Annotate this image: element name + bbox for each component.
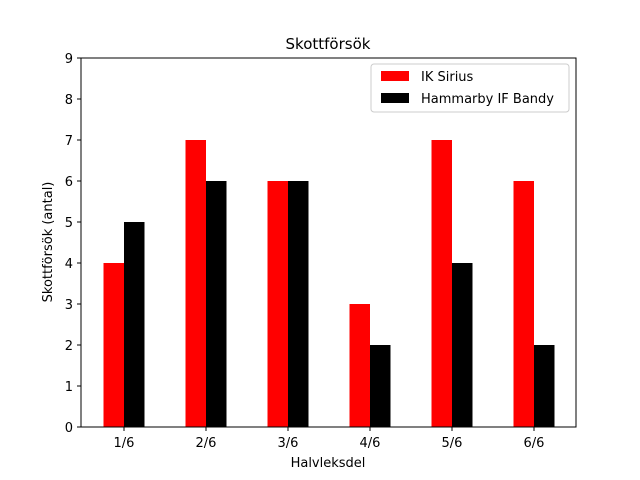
y-tick-label: 2: [65, 339, 73, 354]
y-tick-label: 6: [65, 175, 73, 190]
y-tick-label: 4: [65, 257, 73, 272]
legend-label: IK Sirius: [421, 70, 474, 85]
y-tick-label: 7: [65, 134, 73, 149]
plot-frame: [80, 57, 577, 428]
bar-series1-2: [185, 140, 206, 427]
x-tick-label: 2/6: [196, 436, 217, 451]
bar-series2-4: [370, 345, 391, 427]
bar-series1-1: [103, 263, 124, 427]
bar-series2-6: [534, 345, 555, 427]
chart-title: Skottförsök: [286, 35, 371, 53]
bar-series2-1: [124, 222, 145, 427]
bars-group: [103, 140, 555, 427]
x-tick-label: 3/6: [278, 436, 299, 451]
legend-swatch: [381, 71, 409, 81]
bar-series2-2: [206, 181, 227, 427]
y-tick-label: 9: [65, 52, 73, 67]
x-tick-label: 4/6: [360, 436, 381, 451]
y-tick-label: 1: [65, 380, 73, 395]
y-tick-label: 5: [65, 216, 73, 231]
bar-series1-5: [431, 140, 452, 427]
x-axis-label: Halvleksdel: [291, 456, 366, 471]
legend-label: Hammarby IF Bandy: [421, 92, 554, 107]
bar-series1-6: [513, 181, 534, 427]
bar-series2-5: [452, 263, 473, 427]
x-tick-label: 5/6: [442, 436, 463, 451]
y-axis-label: Skottförsök (antal): [41, 182, 56, 303]
y-tick-label: 3: [65, 298, 73, 313]
bar-series2-3: [288, 181, 309, 427]
y-axis-ticks: 0 1 2 3 4 5 6 7 8 9: [65, 52, 81, 436]
legend-box: [370, 63, 570, 113]
bar-series1-3: [267, 181, 288, 427]
x-tick-label: 6/6: [524, 436, 545, 451]
y-tick-label: 0: [65, 421, 73, 436]
legend: IK Sirius Hammarby IF Bandy: [370, 63, 570, 113]
legend-swatch: [381, 93, 409, 103]
bar-series1-4: [349, 304, 370, 427]
y-tick-label: 8: [65, 93, 73, 108]
x-tick-label: 1/6: [114, 436, 135, 451]
x-axis-ticks: 1/6 2/6 3/6 4/6 5/6 6/6: [114, 427, 545, 451]
